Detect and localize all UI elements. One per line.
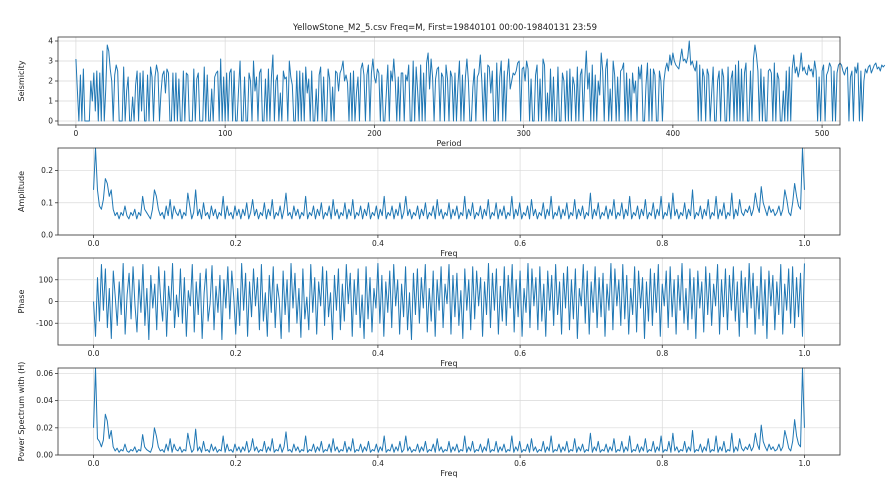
seismicity-panel: 0 100 200 300 400 500 0 1 2 3 4 Period Seismicity [17,37,886,148]
amplitude-axes-frame [57,147,841,236]
phase-xtick-label-2: 0.4 [372,349,384,358]
power-spectrum-xtick-label-2: 0.4 [372,459,384,468]
power-spectrum-xtick-label-3: 0.6 [514,459,526,468]
amplitude-ytick-label-1: 0.1 [41,198,53,207]
phase-panel: 0.0 0.2 0.4 0.6 0.8 1.0 -100 0 100 Freq Phase [17,257,841,368]
phase-xtick-label-3: 0.6 [514,349,526,358]
power-spectrum-ytick-label-1: 0.02 [36,423,53,432]
seismicity-xtick-label-4: 400 [666,129,681,138]
amplitude-xtick-label-4: 0.8 [656,239,668,248]
seismicity-xlabel: Period [437,139,462,148]
figure-title: YellowStone_M2_5.csv Freq=M, First=19840… [292,23,597,33]
power-spectrum-series-line-0 [93,367,805,453]
amplitude-panel: 0.0 0.2 0.4 0.6 0.8 1.0 0.0 0.1 0.2 Freq Amplitude [17,147,841,258]
power-spectrum-xtick-label-4: 0.8 [656,459,668,468]
amplitude-xtick-label-1: 0.2 [230,239,242,248]
amplitude-xtick-label-0: 0.0 [88,239,100,248]
seismicity-ytick-label-2: 2 [48,77,53,86]
power-spectrum-xtick-label-0: 0.0 [88,459,100,468]
amplitude-xtick-label-3: 0.6 [514,239,526,248]
seismicity-ytick-label-0: 0 [48,117,53,126]
seismicity-xtick-label-2: 200 [367,129,382,138]
power-spectrum-xlabel: Freq [440,469,457,478]
seismicity-ylabel: Seismicity [17,60,26,101]
power-spectrum-ytick-label-3: 0.06 [36,369,53,378]
amplitude-ylabel: Amplitude [17,171,26,212]
phase-ytick-label-0: -100 [36,319,53,328]
seismicity-ytick-label-4: 4 [48,37,53,46]
amplitude-ytick-label-0: 0.0 [41,231,53,240]
phase-ytick-label-2: 100 [39,275,54,284]
seismicity-xtick-label-0: 0 [74,129,79,138]
phase-xtick-label-4: 0.8 [656,349,668,358]
phase-ylabel: Phase [17,289,26,313]
power-spectrum-ytick-label-2: 0.04 [36,396,53,405]
amplitude-series-line-0 [93,147,805,220]
power-spectrum-ylabel: Power Spectrum with (H) [17,362,26,462]
amplitude-xlabel: Freq [440,249,457,258]
phase-xlabel: Freq [440,359,457,368]
seismicity-xtick-label-1: 100 [218,129,233,138]
phase-ytick-label-1: 0 [48,297,53,306]
subplots: 0 100 200 300 400 500 0 1 2 3 4 Period Seismicity 0.0… [17,37,886,478]
phase-xtick-label-1: 0.2 [230,349,242,358]
power-spectrum-xtick-label-5: 1.0 [798,459,810,468]
power-spectrum-axes-frame [57,367,841,456]
phase-xtick-label-0: 0.0 [88,349,100,358]
seismicity-xtick-label-5: 500 [815,129,830,138]
phase-xtick-label-5: 1.0 [798,349,810,358]
power-spectrum-panel: 0.0 0.2 0.4 0.6 0.8 1.0 0.00 0.02 0.04 0.06 Freq Po… [17,362,841,478]
power-spectrum-ytick-label-0: 0.00 [36,451,53,460]
seismicity-xtick-label-3: 300 [516,129,531,138]
seismicity-series-line-0 [75,40,886,122]
amplitude-xtick-label-2: 0.4 [372,239,384,248]
seismicity-ytick-label-3: 3 [48,57,53,66]
amplitude-xtick-label-5: 1.0 [798,239,810,248]
power-spectrum-xtick-label-1: 0.2 [230,459,242,468]
seismicity-ytick-label-1: 1 [48,97,53,106]
phase-series-line-0 [93,262,805,341]
amplitude-ytick-label-2: 0.2 [41,166,53,175]
